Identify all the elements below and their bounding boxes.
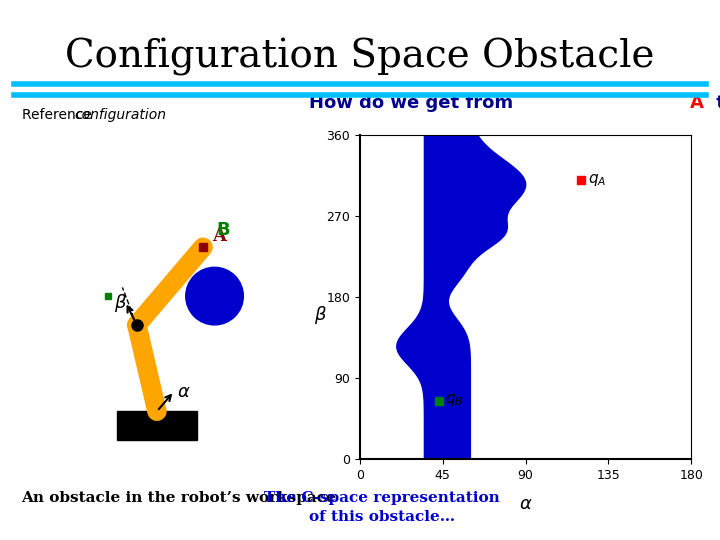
- Text: to: to: [710, 93, 720, 112]
- Text: An obstacle in the robot’s workspace: An obstacle in the robot’s workspace: [22, 491, 336, 505]
- Text: of this obstacle…: of this obstacle…: [309, 510, 454, 524]
- Circle shape: [186, 267, 243, 325]
- Text: configuration: configuration: [74, 108, 166, 122]
- Text: Reference: Reference: [22, 108, 96, 122]
- Text: $q_B$: $q_B$: [445, 393, 463, 408]
- Polygon shape: [397, 135, 526, 459]
- Bar: [117, 411, 197, 440]
- Text: $\beta$: $\beta$: [114, 292, 127, 314]
- Text: $\alpha$: $\alpha$: [519, 495, 532, 513]
- Text: Configuration Space Obstacle: Configuration Space Obstacle: [66, 38, 654, 76]
- Text: How do we get from: How do we get from: [309, 93, 519, 112]
- Text: A: A: [212, 227, 225, 245]
- Text: B: B: [216, 221, 230, 239]
- Text: $q_A$: $q_A$: [588, 172, 606, 188]
- Text: A: A: [690, 93, 703, 112]
- Text: $\beta$: $\beta$: [314, 304, 327, 326]
- Text: The C-space representation: The C-space representation: [264, 491, 500, 505]
- Text: $\alpha$: $\alpha$: [177, 383, 191, 401]
